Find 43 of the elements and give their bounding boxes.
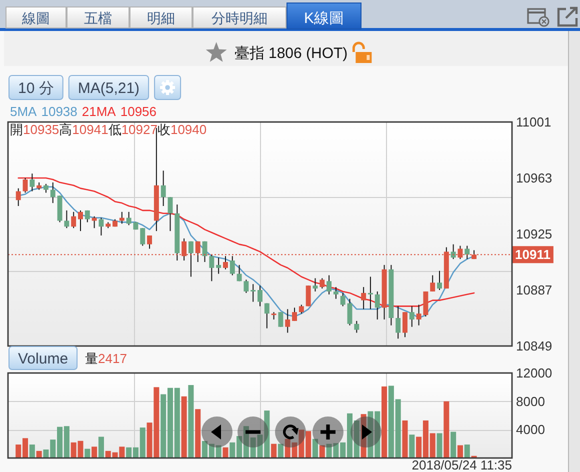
bar	[457, 445, 463, 458]
annotation: 2018/05/24 11:35	[412, 458, 512, 472]
bar	[444, 401, 450, 458]
y-tick-label: 10887	[516, 282, 552, 298]
bar	[181, 396, 187, 458]
text: K線圖	[304, 10, 344, 27]
bar	[402, 420, 408, 458]
bar	[464, 444, 470, 458]
text: 量2417	[85, 351, 127, 366]
bar	[84, 448, 90, 458]
y-tick-label: 12000	[516, 366, 552, 380]
bar	[188, 385, 194, 458]
ref-line-label: 10911	[515, 247, 550, 262]
legend: 5MA 10938 21MA 10956	[10, 104, 157, 119]
bar	[436, 433, 442, 458]
text: 10 分	[18, 80, 54, 97]
bar	[409, 434, 415, 458]
y-tick-label: 10849	[516, 338, 552, 354]
text: MA(5,21)	[78, 80, 140, 97]
bar	[382, 386, 388, 458]
y-tick-label: 11001	[516, 114, 552, 130]
chart-title: 臺指 1806 (HOT)	[234, 45, 348, 62]
bar	[312, 438, 318, 458]
chart-title: Volume	[18, 350, 68, 368]
bar	[222, 447, 228, 458]
bar	[195, 409, 201, 458]
bar	[29, 444, 35, 458]
bar	[450, 432, 456, 458]
y-tick-label: 10925	[516, 226, 552, 242]
text: 分時明細	[212, 10, 268, 26]
bar	[98, 436, 104, 458]
bar	[278, 444, 284, 458]
text: 五檔	[84, 10, 112, 26]
bar	[271, 444, 277, 458]
annotation: 開10935高10941低10927收10940	[10, 122, 207, 137]
y-tick-label: 4000	[516, 422, 545, 438]
y-tick-label: 8000	[516, 394, 545, 409]
bar	[319, 445, 325, 458]
bar	[36, 450, 42, 458]
text: 線圖	[21, 10, 50, 26]
bar	[92, 446, 98, 458]
text: 明細	[147, 10, 175, 26]
y-tick-label: 10963	[516, 170, 552, 186]
